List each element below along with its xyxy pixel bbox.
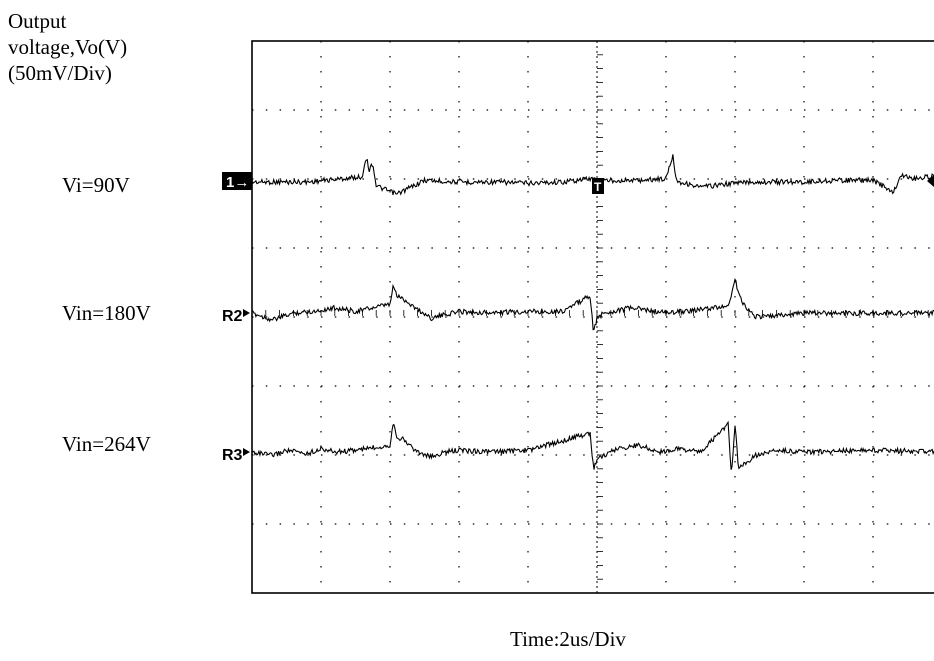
trace-label-vi90: Vi=90V bbox=[62, 173, 130, 197]
x-axis-label: Time:2us/Div bbox=[510, 627, 626, 651]
trigger-marker bbox=[592, 178, 604, 194]
y-axis-label: Output voltage,Vo(V) (50mV/Div) bbox=[8, 8, 127, 86]
reference-3-arrow bbox=[243, 448, 250, 456]
trace-line-2 bbox=[251, 277, 934, 331]
trigger-marker-label: T bbox=[594, 180, 602, 194]
channel-markers: 1→ R2 R3 T bbox=[222, 172, 934, 464]
right-edge-pointer bbox=[927, 175, 934, 187]
y-axis-label-line-2: voltage,Vo(V) bbox=[8, 35, 128, 59]
channel-1-marker-label: 1→ bbox=[226, 174, 249, 191]
reference-2-arrow bbox=[243, 309, 250, 317]
trace-label-vin264: Vin=264V bbox=[62, 432, 151, 456]
plot-grid bbox=[251, 40, 934, 594]
trace-label-vin180: Vin=180V bbox=[62, 301, 151, 325]
channel-1-marker bbox=[222, 172, 252, 190]
reference-3-marker: R3 bbox=[222, 447, 243, 464]
y-axis-label-line-3: (50mV/Div) bbox=[8, 61, 112, 85]
plot-frame bbox=[251, 40, 934, 594]
trace-line-3 bbox=[251, 420, 934, 470]
reference-2-marker: R2 bbox=[222, 308, 243, 325]
y-axis-label-line-1: Output bbox=[8, 9, 67, 33]
